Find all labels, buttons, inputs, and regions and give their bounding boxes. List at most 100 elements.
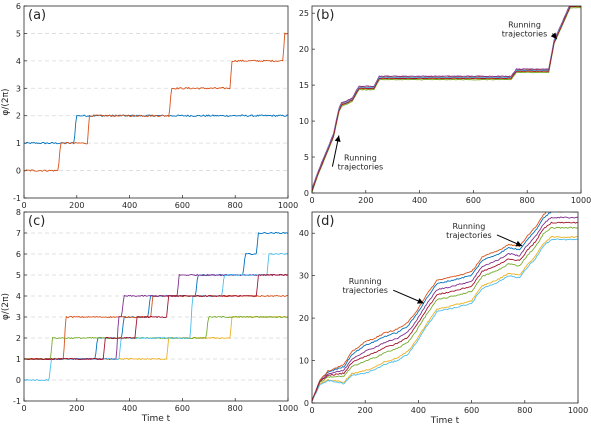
x-tick-label: 400 <box>412 196 427 205</box>
y-tick-label: -1 <box>13 194 21 203</box>
series-line-red <box>312 221 578 402</box>
y-tick-label: 10 <box>299 357 309 366</box>
x-tick-label: 600 <box>175 201 190 210</box>
series-line-orange <box>312 212 548 402</box>
series-line-blue <box>312 212 578 402</box>
x-tick-label: 200 <box>358 406 373 415</box>
y-tick-label: 8 <box>16 208 21 217</box>
series-line-green <box>24 315 288 361</box>
x-tick-label: 400 <box>411 406 426 415</box>
x-axis-label: Time t <box>430 416 460 425</box>
annotation-text: Running <box>508 21 541 30</box>
axes-frame <box>23 5 289 199</box>
y-tick-label: 0 <box>304 189 309 198</box>
y-tick-label: 4 <box>16 57 21 66</box>
x-axis-label: Time t <box>141 414 171 424</box>
x-tick-label: 600 <box>175 404 190 413</box>
series-line-red <box>24 273 288 361</box>
y-tick-label: 5 <box>16 29 21 38</box>
y-tick-label: 20 <box>299 45 309 54</box>
axes-frame <box>23 211 289 402</box>
annotation-arrowhead <box>334 135 341 142</box>
annotation-text: trajectories <box>446 231 492 240</box>
x-tick-label: 1000 <box>278 404 298 413</box>
series-line-red <box>312 6 581 192</box>
y-tick-label: 20 <box>299 314 309 323</box>
annotation-text: Running <box>349 277 382 286</box>
annotation-text: trajectories <box>502 30 548 39</box>
series-line-purple <box>312 6 570 190</box>
annotation-arrowhead <box>515 240 523 247</box>
series-group <box>24 231 288 382</box>
series-line-purple <box>312 216 578 401</box>
annotation-text: trajectories <box>338 163 384 172</box>
x-tick-label: 0 <box>21 404 26 413</box>
y-tick-label: 6 <box>16 250 21 259</box>
x-tick-label: 1000 <box>568 406 588 415</box>
x-tick-label: 400 <box>122 404 137 413</box>
annotation-arrowhead <box>550 32 557 40</box>
x-tick-label: 200 <box>358 196 373 205</box>
x-tick-label: 800 <box>517 406 532 415</box>
y-tick-label: 2 <box>16 112 21 121</box>
series-line-green <box>312 226 578 402</box>
x-tick-label: 1000 <box>571 196 591 205</box>
series-line-yellow <box>312 235 578 401</box>
y-tick-label: 2 <box>16 334 21 343</box>
y-tick-label: 15 <box>299 81 309 90</box>
series-line-orange <box>24 294 288 361</box>
x-tick-label: 1000 <box>278 201 298 210</box>
series-group <box>312 212 578 402</box>
y-tick-label: 4 <box>16 292 21 301</box>
panel-label: (b) <box>316 8 334 23</box>
y-tick-label: 1 <box>16 139 21 148</box>
annotation-text: Running <box>344 154 377 163</box>
annotation-text: Running <box>453 222 486 231</box>
series-line-cyan <box>312 238 578 401</box>
y-tick-label: -1 <box>13 397 21 406</box>
x-tick-label: 200 <box>69 201 84 210</box>
series-line-blue <box>24 114 288 145</box>
series-line-cyan <box>24 252 288 382</box>
x-tick-label: 0 <box>309 196 314 205</box>
x-tick-label: 0 <box>309 406 314 415</box>
y-tick-label: 7 <box>16 229 21 238</box>
y-tick-label: 0 <box>304 399 309 408</box>
annotation-text: trajectories <box>342 286 388 295</box>
x-tick-label: 600 <box>466 196 481 205</box>
panel-label: (c) <box>28 214 45 229</box>
x-tick-label: 600 <box>464 406 479 415</box>
y-tick-label: 1 <box>16 355 21 364</box>
y-tick-label: 5 <box>304 153 309 162</box>
x-tick-label: 800 <box>228 404 243 413</box>
y-tick-label: 0 <box>16 376 21 385</box>
y-tick-label: 5 <box>16 271 21 280</box>
y-tick-label: 6 <box>16 2 21 11</box>
y-tick-label: 40 <box>299 229 309 238</box>
axes-frame <box>311 5 582 194</box>
x-tick-label: 800 <box>228 201 243 210</box>
y-tick-label: 25 <box>299 9 309 18</box>
y-axis-label: φ/(2π) <box>1 293 11 320</box>
panel-label: (a) <box>28 8 46 23</box>
annotation-arrowhead <box>417 298 424 304</box>
series-line-green <box>312 7 581 193</box>
y-axis-label: φ/(2π) <box>1 88 11 115</box>
series-group <box>312 6 581 193</box>
series-group <box>24 32 288 172</box>
x-tick-label: 800 <box>520 196 535 205</box>
y-tick-label: 0 <box>16 167 21 176</box>
x-tick-label: 200 <box>69 404 84 413</box>
y-tick-label: 10 <box>299 117 309 126</box>
panel-label: (d) <box>316 214 334 229</box>
x-tick-label: 400 <box>122 201 137 210</box>
series-line-orange <box>24 32 288 172</box>
axes-frame <box>311 211 579 404</box>
y-tick-label: 3 <box>16 84 21 93</box>
y-tick-label: 30 <box>299 272 309 281</box>
x-tick-label: 0 <box>21 201 26 210</box>
